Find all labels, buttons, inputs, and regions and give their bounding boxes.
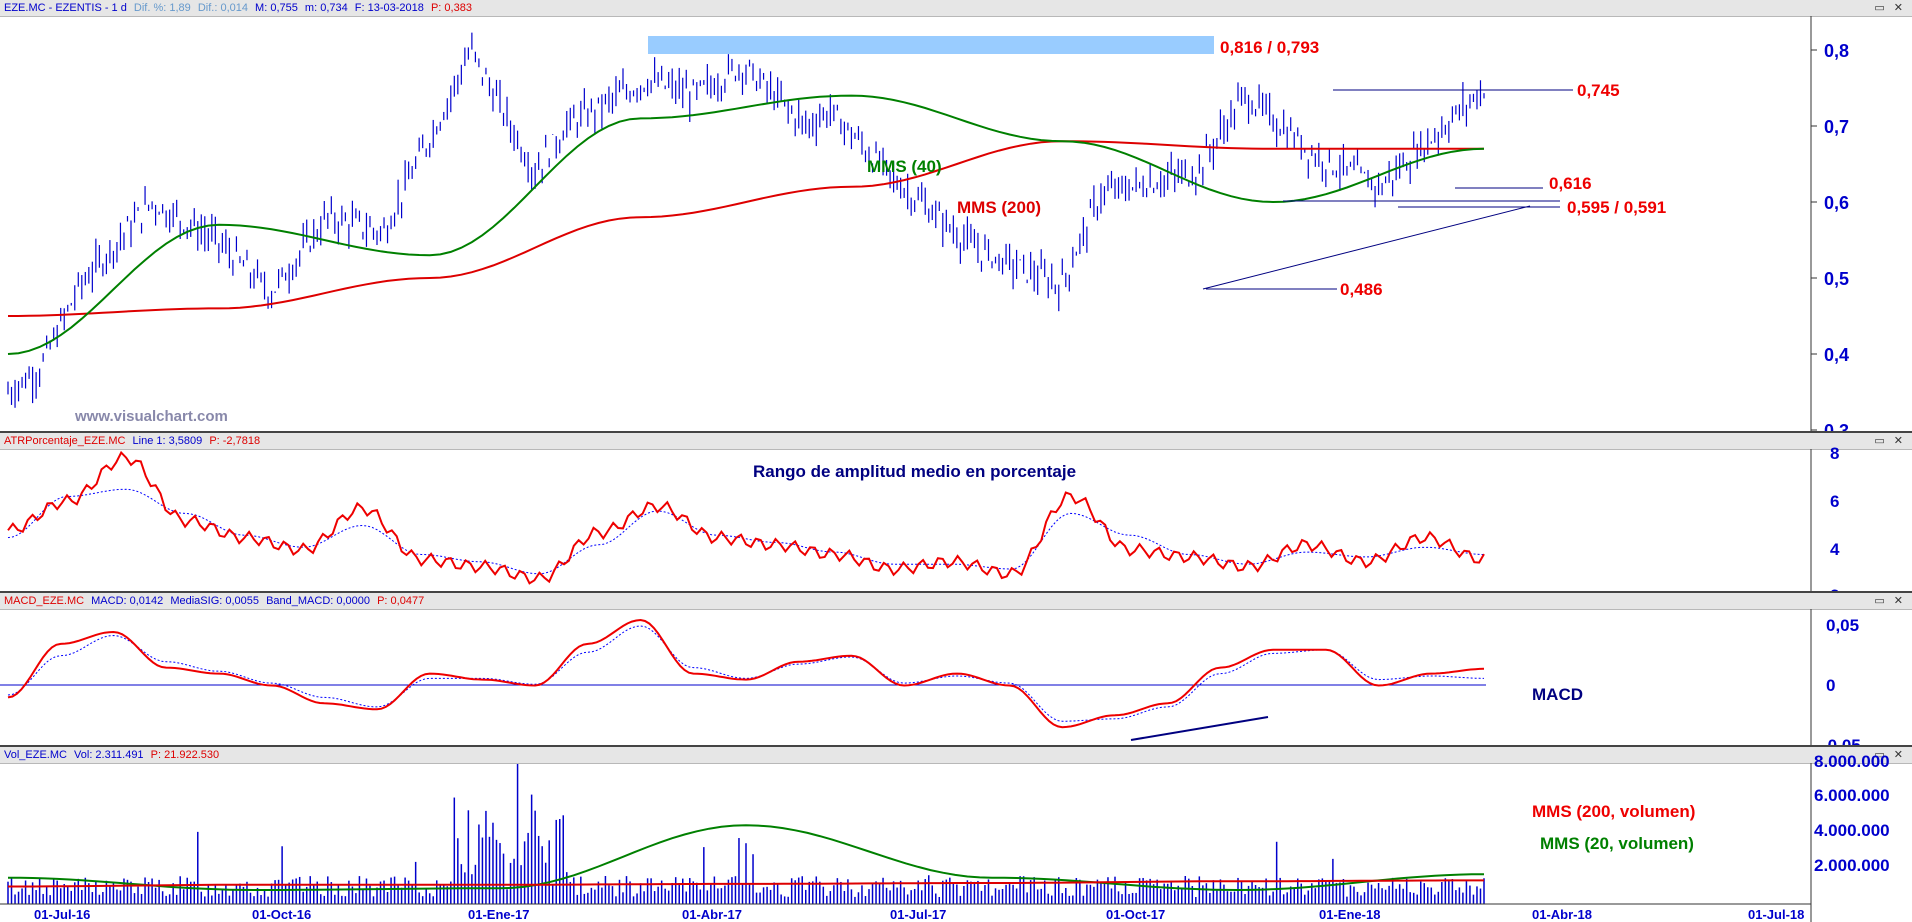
x-tick-label: 01-Jul-17 <box>890 907 946 922</box>
vol-ytick: 8.000.000 <box>1814 752 1890 771</box>
macd-value: MACD: 0,0142 <box>91 595 164 607</box>
separator[interactable] <box>0 431 1912 433</box>
price-yaxis: 0,8 0,7 0,6 0,5 0,4 0,3 <box>1810 16 1849 432</box>
atr-title: Rango de amplitud medio en porcentaje <box>753 462 1076 481</box>
macd-p: P: 0,0477 <box>377 595 425 607</box>
x-tick-label: 01-Oct-16 <box>252 907 311 922</box>
macd-sig: MediaSIG: 0,0055 <box>170 595 260 607</box>
price-bars <box>7 32 1485 408</box>
x-tick-label: 01-Jul-18 <box>1748 907 1804 922</box>
label-support2: 0,595 / 0,591 <box>1567 198 1666 217</box>
trend-line <box>1202 205 1531 290</box>
macd-chart: MACD 0,05 0 -0,05 <box>0 609 1861 745</box>
macd-name: MACD_EZE.MC <box>4 595 85 607</box>
x-tick-label: 01-Ene-18 <box>1319 907 1380 922</box>
x-tick-label: 01-Oct-17 <box>1106 907 1165 922</box>
panel-window-controls[interactable]: ▭ ✕ <box>1874 2 1906 14</box>
label-mms200: MMS (200) <box>957 198 1041 217</box>
price-dif: Dif.: 0,014 <box>197 2 248 14</box>
macd-yaxis: 0,05 0 -0,05 <box>1810 609 1861 745</box>
label-high: 0,745 <box>1577 81 1620 100</box>
separator[interactable] <box>0 591 1912 593</box>
price-ytick: 0,4 <box>1824 345 1849 365</box>
vol-value: Vol: 2.311.491 <box>74 749 144 761</box>
label-mms40: MMS (40) <box>867 157 942 176</box>
vol-label-200: MMS (200, volumen) <box>1532 802 1695 821</box>
price-date: F: 13-03-2018 <box>354 2 424 14</box>
volume-chart: MMS (200, volumen) MMS (20, volumen) 8.0… <box>0 752 1890 922</box>
price-ytick: 0,7 <box>1824 117 1849 137</box>
vol-ytick: 4.000.000 <box>1814 821 1890 840</box>
label-support1: 0,616 <box>1549 174 1592 193</box>
atr-line: Line 1: 3,5809 <box>132 435 203 447</box>
atr-line <box>7 450 1485 585</box>
price-ytick: 0,3 <box>1824 421 1849 432</box>
panel-window-controls[interactable]: ▭ ✕ <box>1874 435 1906 447</box>
vol-mms200-line <box>8 879 1484 888</box>
vol-yaxis: 8.000.000 6.000.000 4.000.000 2.000.000 <box>1810 752 1890 922</box>
vol-ytick: 6.000.000 <box>1814 786 1890 805</box>
label-resistance: 0,816 / 0,793 <box>1220 38 1319 57</box>
volume-panel: Vol_EZE.MC Vol: 2.311.491 P: 21.922.530 … <box>0 747 1912 922</box>
atr-ytick: 2 <box>1830 586 1839 592</box>
price-ytick: 0,8 <box>1824 41 1849 61</box>
label-low: 0,486 <box>1340 280 1383 299</box>
macd-ytick: -0,05 <box>1822 736 1861 745</box>
price-dif-pct: Dif. %: 1,89 <box>133 2 191 14</box>
price-max: M: 0,755 <box>255 2 298 14</box>
macd-divergence-line <box>1130 716 1269 741</box>
resistance-band <box>648 36 1214 54</box>
atr-ytick: 6 <box>1830 492 1839 511</box>
atr-ytick: 4 <box>1830 540 1840 559</box>
macd-header: MACD_EZE.MC MACD: 0,0142 MediaSIG: 0,005… <box>0 593 1912 610</box>
vol-label-20: MMS (20, volumen) <box>1540 834 1694 853</box>
atr-ytick: 8 <box>1830 444 1839 463</box>
price-ytick: 0,5 <box>1824 269 1849 289</box>
macd-line <box>7 618 1485 729</box>
vol-p: P: 21.922.530 <box>150 749 220 761</box>
atr-chart: Rango de amplitud medio en porcentaje 8 … <box>7 444 1840 592</box>
mms200-line <box>8 140 1484 317</box>
price-p: P: 0,383 <box>430 2 472 14</box>
price-header: EZE.MC - EZENTIS - 1 d Dif. %: 1,89 Dif.… <box>0 0 1912 17</box>
atr-panel: ATRPorcentaje_EZE.MC Line 1: 3,5809 P: -… <box>0 433 1912 592</box>
atr-signal-line <box>7 488 1485 575</box>
vol-ytick: 2.000.000 <box>1814 856 1890 875</box>
price-chart: 0,816 / 0,793 0,745 0,616 0,595 / 0,591 … <box>7 16 1849 432</box>
macd-ytick: 0,05 <box>1826 616 1859 635</box>
price-ytick: 0,6 <box>1824 193 1849 213</box>
atr-yaxis: 8 6 4 2 <box>1810 444 1840 592</box>
x-axis: 01-Jul-16 01-Oct-16 01-Ene-17 01-Abr-17 … <box>0 903 1811 922</box>
x-tick-label: 01-Ene-17 <box>468 907 529 922</box>
volume-header: Vol_EZE.MC Vol: 2.311.491 P: 21.922.530 … <box>0 747 1912 764</box>
vol-name: Vol_EZE.MC <box>4 749 67 761</box>
panel-window-controls[interactable]: ▭ ✕ <box>1874 595 1906 607</box>
separator[interactable] <box>0 745 1912 747</box>
watermark: www.visualchart.com <box>74 408 228 425</box>
macd-ytick: 0 <box>1826 676 1835 695</box>
macd-signal-line <box>7 625 1485 722</box>
x-tick-label: 01-Abr-17 <box>682 907 742 922</box>
mms40-line <box>7 94 1485 355</box>
atr-p: P: -2,7818 <box>209 435 261 447</box>
atr-header: ATRPorcentaje_EZE.MC Line 1: 3,5809 P: -… <box>0 433 1912 450</box>
x-tick-label: 01-Jul-16 <box>34 907 90 922</box>
macd-panel: MACD_EZE.MC MACD: 0,0142 MediaSIG: 0,005… <box>0 593 1912 745</box>
price-symbol: EZE.MC - EZENTIS - 1 d <box>4 2 127 14</box>
x-tick-label: 01-Abr-18 <box>1532 907 1592 922</box>
price-min: m: 0,734 <box>304 2 348 14</box>
panel-window-controls[interactable]: ▭ ✕ <box>1874 749 1906 761</box>
volume-bars <box>7 764 1485 904</box>
macd-band: Band_MACD: 0,0000 <box>266 595 371 607</box>
atr-name: ATRPorcentaje_EZE.MC <box>4 435 126 447</box>
price-panel: EZE.MC - EZENTIS - 1 d Dif. %: 1,89 Dif.… <box>0 0 1912 432</box>
macd-label: MACD <box>1532 685 1583 704</box>
vol-mms20-line <box>8 824 1484 892</box>
